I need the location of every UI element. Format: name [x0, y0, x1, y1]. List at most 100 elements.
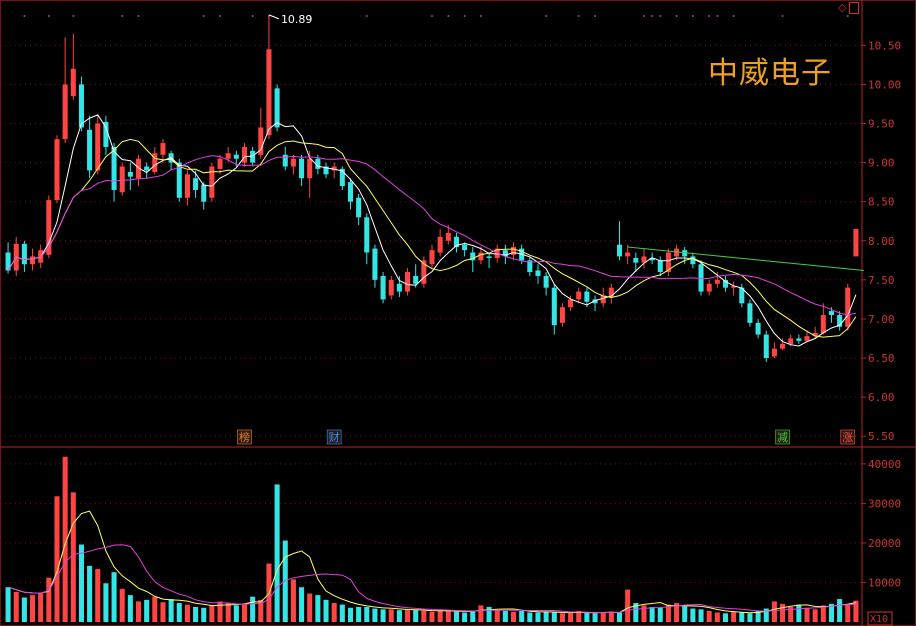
volume-bar	[771, 601, 777, 622]
volume-bar	[788, 606, 794, 622]
volume-bar	[372, 608, 378, 622]
volume-bar	[519, 610, 525, 622]
candle-body	[641, 256, 647, 263]
price-tick-label: 5.50	[868, 430, 895, 443]
candle-body	[510, 247, 517, 255]
volume-bar	[608, 611, 614, 622]
candle-body	[608, 287, 614, 298]
candle-body	[62, 84, 68, 140]
volume-bar	[111, 572, 117, 622]
volume-bar	[722, 613, 729, 622]
day-dot	[545, 15, 548, 17]
candle-body	[559, 307, 565, 323]
volume-bar	[845, 603, 851, 622]
candle-body	[78, 84, 84, 128]
volume-bar	[388, 609, 394, 622]
volume-bar	[641, 605, 647, 622]
corner-icons[interactable]: ◇	[838, 1, 862, 14]
day-dot	[431, 15, 433, 17]
volume-bar	[152, 596, 158, 622]
volume-bar	[282, 540, 288, 622]
price-tick-label: 9.50	[868, 118, 895, 131]
volume-bar	[437, 610, 443, 622]
event-marker-label[interactable]: 榜	[239, 430, 250, 444]
event-markers[interactable]: 榜财减涨	[237, 429, 856, 445]
candle-body	[5, 252, 11, 271]
candle-body	[347, 182, 354, 202]
volume-bar	[347, 607, 354, 622]
candle-body	[771, 348, 777, 357]
volume-bar	[698, 609, 704, 622]
volume-bar	[633, 603, 639, 622]
day-dot	[308, 15, 311, 17]
candle-body	[445, 232, 451, 241]
candle-body	[625, 252, 631, 257]
candle-body	[828, 311, 834, 316]
volume-bar	[233, 605, 239, 622]
volume-bar	[616, 612, 623, 622]
window-icon[interactable]	[849, 2, 860, 14]
candle-body	[184, 174, 190, 198]
event-marker-label[interactable]: 涨	[842, 431, 853, 444]
candle-body	[486, 256, 492, 258]
volume-bar	[217, 601, 223, 622]
candle-body	[299, 158, 305, 179]
candle-body	[250, 150, 256, 163]
event-marker-box[interactable]	[237, 429, 252, 445]
event-marker-box[interactable]	[326, 429, 342, 445]
candle-body	[804, 336, 810, 341]
volume-bar	[828, 603, 834, 622]
volume-ma5-line	[7, 510, 857, 614]
candle-body	[152, 153, 158, 172]
volume-bar	[364, 606, 370, 622]
candle-body	[201, 184, 207, 202]
candle-body	[796, 338, 802, 341]
event-marker-label[interactable]: 减	[777, 431, 788, 444]
candle-body	[46, 200, 52, 255]
volume-bar	[445, 610, 451, 622]
candle-body	[111, 146, 117, 190]
candle-body	[339, 168, 345, 187]
candle-body	[502, 250, 508, 257]
candle-body	[543, 275, 549, 288]
volume-bar	[780, 603, 786, 622]
candle-body	[535, 270, 541, 276]
day-dot	[781, 15, 784, 17]
candle-body	[413, 275, 419, 284]
candle-body	[845, 287, 851, 327]
candle-body	[616, 244, 623, 257]
volume-bar	[95, 569, 101, 622]
day-dot	[651, 15, 654, 17]
volume-bar	[731, 611, 737, 622]
event-marker-box[interactable]	[840, 429, 856, 445]
price-tick-label: 7.00	[868, 313, 895, 326]
volume-bar	[486, 606, 492, 622]
candle-body	[837, 315, 843, 327]
trend-line	[627, 246, 865, 271]
event-marker-box[interactable]	[775, 429, 790, 445]
day-dot	[121, 15, 124, 17]
candle-body	[780, 343, 786, 349]
volume-bar	[478, 605, 484, 622]
volume-bar	[30, 595, 36, 622]
volume-bar	[274, 484, 280, 622]
volume-bar	[103, 583, 109, 622]
candle-body	[706, 283, 712, 292]
volume-bar	[510, 611, 517, 622]
price-tick-label: 10.50	[868, 39, 901, 52]
day-dot	[675, 15, 678, 17]
volume-bar	[78, 544, 84, 622]
volume-bar	[331, 603, 337, 622]
peak-price-label: 10.89	[281, 13, 313, 26]
candle-body	[193, 178, 199, 190]
day-dot	[691, 15, 694, 17]
candle-body	[462, 244, 468, 251]
diamond-icon[interactable]: ◇	[838, 1, 847, 14]
candle-body	[21, 243, 27, 265]
candle-body	[698, 264, 704, 292]
event-marker-label[interactable]: 财	[329, 430, 340, 444]
candle-body	[405, 272, 411, 292]
day-dot	[642, 15, 645, 17]
candle-body	[682, 250, 688, 257]
